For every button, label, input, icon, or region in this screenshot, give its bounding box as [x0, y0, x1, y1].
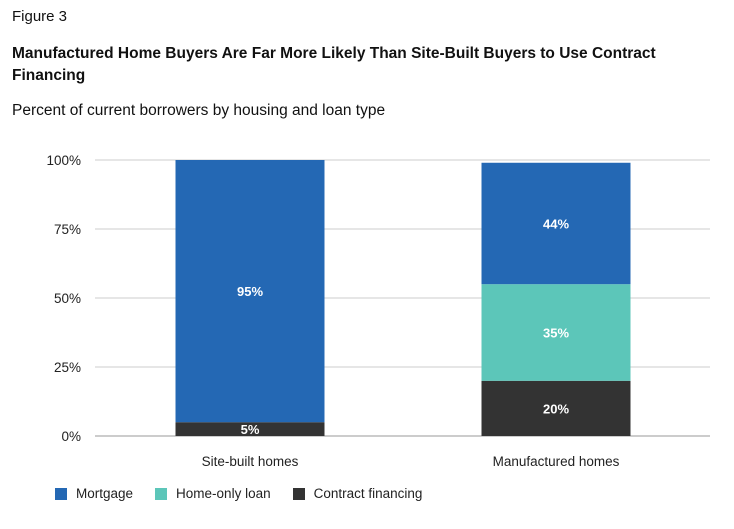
x-tick-label: Site-built homes — [202, 454, 299, 469]
chart-title: Manufactured Home Buyers Are Far More Li… — [12, 45, 656, 84]
legend-label: Home-only loan — [176, 486, 271, 501]
bar-segment — [481, 380, 631, 436]
legend-item: Contract financing — [292, 486, 423, 501]
figure-label: Figure 3 — [12, 8, 68, 25]
data-label: 44% — [543, 216, 569, 231]
bar-segment — [481, 162, 631, 285]
legend-label: Contract financing — [313, 486, 423, 501]
x-tick-label: Manufactured homes — [493, 454, 620, 469]
y-tick-label: 75% — [54, 222, 81, 237]
chart-subtitle: Percent of current borrowers by housing … — [12, 102, 386, 119]
legend-swatch — [55, 487, 67, 500]
y-tick-label: 25% — [54, 360, 81, 375]
chart-legend: Mortgage Home-only loan Contract financing — [55, 486, 444, 501]
data-label: 20% — [543, 401, 569, 416]
y-tick-label: 100% — [46, 153, 81, 168]
data-label: 35% — [543, 326, 569, 341]
data-label: 5% — [241, 422, 260, 437]
y-tick-label: 50% — [54, 291, 81, 306]
bar-segment — [481, 284, 631, 381]
legend-swatch — [155, 487, 168, 500]
bar-segment — [175, 160, 325, 423]
legend-item: Home-only loan — [155, 486, 271, 501]
bar-segment — [175, 422, 325, 436]
y-tick-label: 0% — [61, 429, 81, 444]
legend-label: Mortgage — [76, 486, 134, 501]
legend-swatch — [292, 487, 305, 500]
legend-item: Mortgage — [55, 486, 133, 501]
data-label: 95% — [237, 284, 263, 299]
